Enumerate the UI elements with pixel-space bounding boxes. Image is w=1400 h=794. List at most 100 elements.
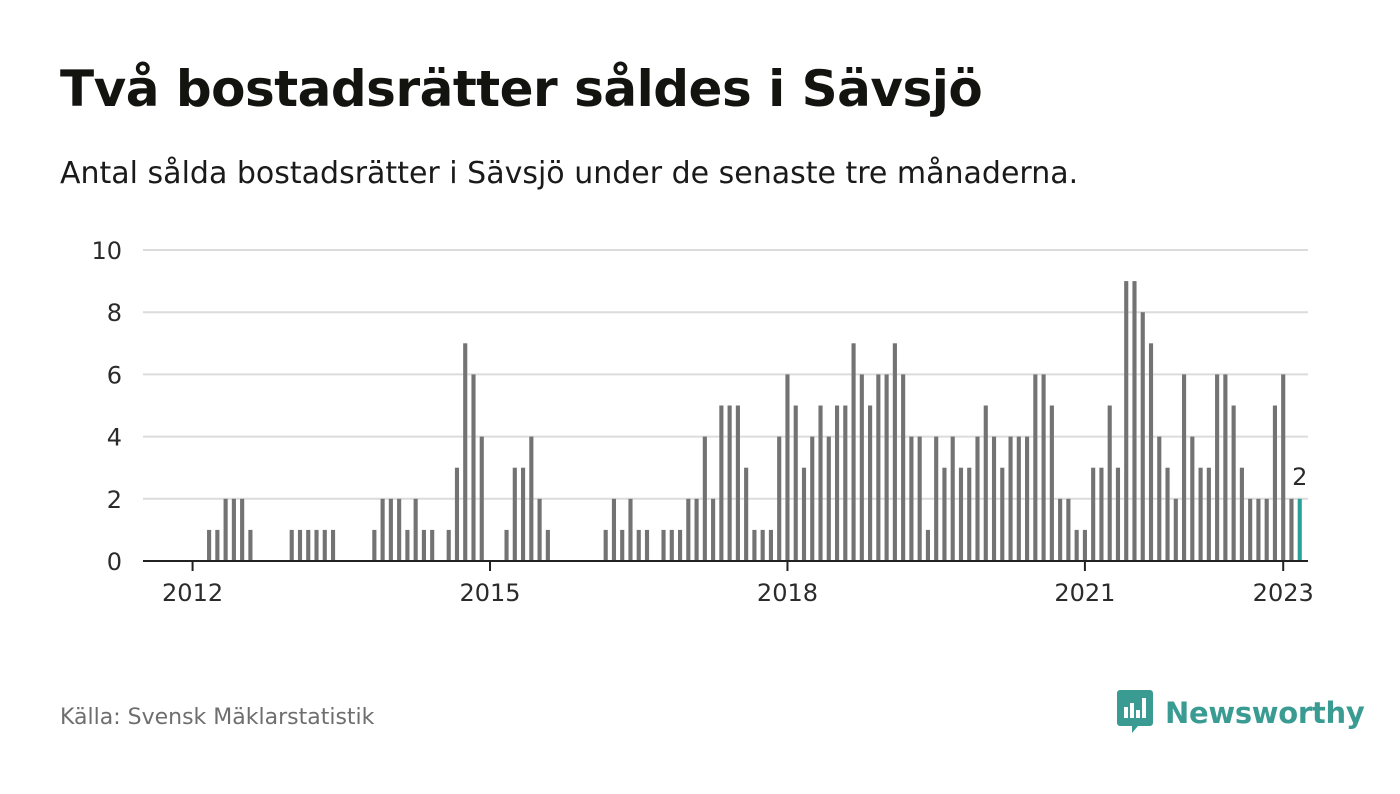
bar <box>711 498 716 561</box>
bar <box>1107 405 1112 561</box>
bar <box>430 529 435 561</box>
y-tick-label: 2 <box>107 486 122 514</box>
bar <box>1215 374 1220 561</box>
bar <box>1148 343 1154 561</box>
bar <box>694 498 699 561</box>
bar <box>1264 498 1269 561</box>
bar <box>1272 405 1278 561</box>
bar <box>240 498 245 561</box>
bar <box>892 343 897 561</box>
bar <box>446 529 451 561</box>
bar <box>818 405 823 561</box>
bar <box>1066 498 1071 561</box>
bar <box>735 405 740 561</box>
newsworthy-bar-chart-icon <box>1117 690 1153 733</box>
bar <box>1074 529 1079 561</box>
bar <box>306 529 311 561</box>
bar <box>909 436 914 561</box>
bar <box>471 374 476 561</box>
source-note: Källa: Svensk Mäklarstatistik <box>60 705 375 730</box>
bar <box>1033 374 1038 561</box>
brand-logo[interactable]: Newsworthy <box>1117 690 1365 736</box>
bar <box>1132 281 1137 561</box>
bar <box>826 436 831 561</box>
bar <box>991 436 997 561</box>
bar <box>1016 436 1021 561</box>
bar <box>314 529 319 561</box>
bar <box>289 529 294 561</box>
x-tick-label: 2012 <box>162 579 223 607</box>
bar <box>934 436 939 561</box>
bar <box>1140 312 1145 561</box>
bar <box>744 467 749 561</box>
bar <box>958 467 964 561</box>
bar <box>1289 498 1294 561</box>
bar <box>686 498 691 561</box>
bar <box>785 374 790 561</box>
bar <box>405 529 410 561</box>
bar <box>868 405 873 561</box>
x-tick-label: 2018 <box>757 579 818 607</box>
bar <box>644 529 650 561</box>
bar-chart: 0 2 4 6 8 10 2 2012 2015 2018 2021 2023 <box>91 237 1314 607</box>
bar <box>231 498 236 561</box>
x-tick-label: 2023 <box>1253 579 1314 607</box>
x-tick-label: 2021 <box>1054 579 1115 607</box>
bar-highlight <box>1297 498 1302 561</box>
bar <box>661 529 666 561</box>
bar <box>1231 405 1236 561</box>
bar <box>917 436 922 561</box>
bar <box>760 529 765 561</box>
page-subtitle: Antal sålda bostadsrätter i Sävsjö under… <box>60 156 1079 191</box>
bar <box>1115 467 1121 561</box>
bar <box>1173 498 1178 561</box>
bar <box>843 405 848 561</box>
bar <box>801 467 807 561</box>
bar <box>529 436 534 561</box>
bar <box>752 529 757 561</box>
bar <box>727 405 732 561</box>
bar <box>297 529 303 561</box>
bar <box>983 405 988 561</box>
bar <box>504 529 509 561</box>
bar <box>1248 498 1253 561</box>
bar <box>1000 467 1005 561</box>
bar <box>1049 405 1054 561</box>
bar <box>413 498 418 561</box>
bar <box>859 374 864 561</box>
page-title: Två bostadsrätter såldes i Sävsjö <box>60 60 983 118</box>
bar <box>545 529 550 561</box>
bar <box>1124 281 1129 561</box>
bar <box>463 343 468 561</box>
bar <box>669 529 674 561</box>
bar <box>702 436 707 561</box>
bar <box>388 498 393 561</box>
bar <box>1206 467 1211 561</box>
bar <box>537 498 542 561</box>
bar <box>777 436 782 561</box>
x-tick-label: 2015 <box>459 579 520 607</box>
bar <box>925 529 930 561</box>
bar <box>1091 467 1096 561</box>
bar <box>1008 436 1013 561</box>
bar <box>1256 498 1261 561</box>
bar <box>901 374 906 561</box>
y-tick-label: 8 <box>107 299 122 327</box>
bar <box>1181 374 1187 561</box>
bar <box>768 529 774 561</box>
brand-name: Newsworthy <box>1165 696 1365 730</box>
bar <box>330 529 336 561</box>
bar <box>1190 436 1195 561</box>
bar <box>1239 467 1244 561</box>
bar <box>793 405 798 561</box>
highlight-value-label: 2 <box>1292 463 1307 491</box>
bar <box>380 498 385 561</box>
bar <box>967 467 972 561</box>
bar <box>611 498 617 561</box>
y-tick-label: 4 <box>107 424 122 452</box>
bar <box>512 467 517 561</box>
bar <box>1058 498 1063 561</box>
bar <box>1198 467 1203 561</box>
bar <box>372 529 377 561</box>
bar <box>421 529 426 561</box>
